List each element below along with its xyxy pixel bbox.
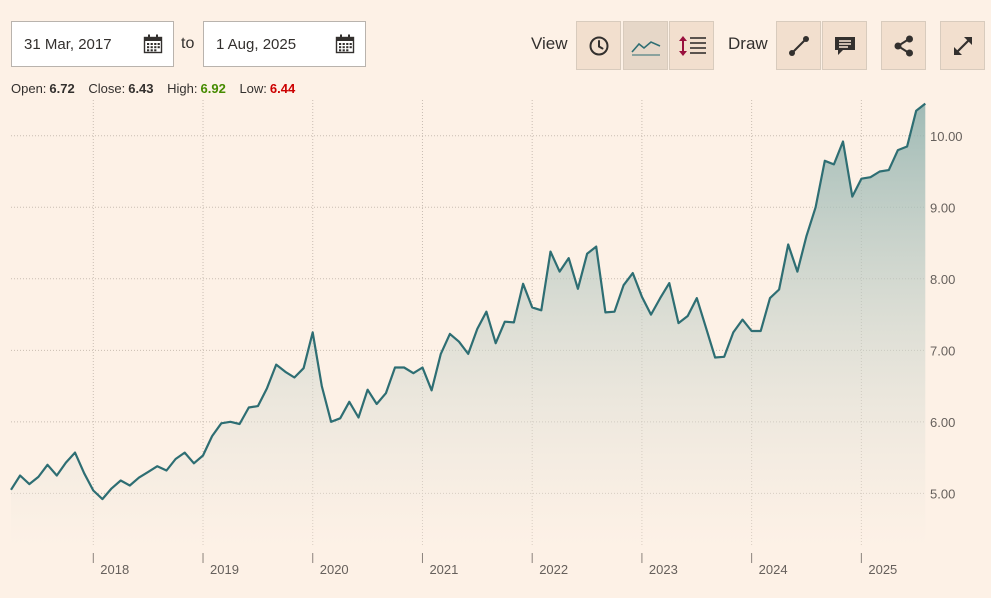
- expand-icon: [953, 36, 972, 55]
- comparison-button[interactable]: [669, 21, 714, 70]
- share-button[interactable]: [881, 21, 926, 70]
- x-tick-label: 2024: [759, 562, 788, 577]
- x-tick-label: 2022: [539, 562, 568, 577]
- open-label: Open:: [11, 81, 47, 96]
- to-label: to: [181, 35, 195, 52]
- y-tick-label: 10.00: [930, 129, 963, 144]
- close-value: 6.43: [128, 81, 154, 96]
- ohlc-summary: Open: 6.72 Close: 6.43 High: 6.92 Low: 6.44: [11, 81, 305, 96]
- indicators-icon: [678, 35, 706, 56]
- share-icon: [894, 35, 913, 56]
- high-label: High:: [167, 81, 198, 96]
- open-value: 6.72: [49, 81, 75, 96]
- y-tick-label: 5.00: [930, 486, 955, 501]
- comment-icon: [834, 36, 855, 55]
- low-label: Low:: [239, 81, 267, 96]
- clock-icon: [589, 36, 608, 55]
- x-tick-label: 2018: [100, 562, 129, 577]
- to-date-input[interactable]: 1 Aug, 2025: [203, 21, 366, 67]
- calendar-icon[interactable]: [143, 34, 163, 54]
- price-area-fill: [11, 103, 926, 547]
- x-tick-label: 2021: [429, 562, 458, 577]
- annotation-button[interactable]: [822, 21, 867, 70]
- y-tick-label: 6.00: [930, 415, 955, 430]
- from-date-input[interactable]: 31 Mar, 2017: [11, 21, 174, 67]
- line-chart-icon: [630, 40, 660, 55]
- view-label: View: [531, 34, 568, 53]
- to-date-value: 1 Aug, 2025: [216, 35, 297, 53]
- draw-line-icon: [788, 35, 809, 56]
- line-chart-button[interactable]: [623, 21, 668, 70]
- x-tick-label: 2019: [210, 562, 239, 577]
- high-value: 6.92: [200, 81, 226, 96]
- low-value: 6.44: [269, 81, 296, 96]
- from-date-value: 31 Mar, 2017: [24, 35, 112, 53]
- y-tick-label: 9.00: [930, 200, 955, 215]
- time-view-button[interactable]: [576, 21, 621, 70]
- x-tick-label: 2025: [868, 562, 897, 577]
- x-tick-label: 2023: [649, 562, 678, 577]
- price-line[interactable]: [10, 102, 926, 501]
- x-tick-label: 2020: [320, 562, 349, 577]
- y-tick-label: 8.00: [930, 272, 955, 287]
- fullscreen-button[interactable]: [940, 21, 985, 70]
- close-label: Close:: [88, 81, 126, 96]
- draw-label: Draw: [728, 34, 768, 53]
- calendar-icon[interactable]: [335, 34, 355, 54]
- draw-line-button[interactable]: [776, 21, 821, 70]
- y-tick-label: 7.00: [930, 343, 955, 358]
